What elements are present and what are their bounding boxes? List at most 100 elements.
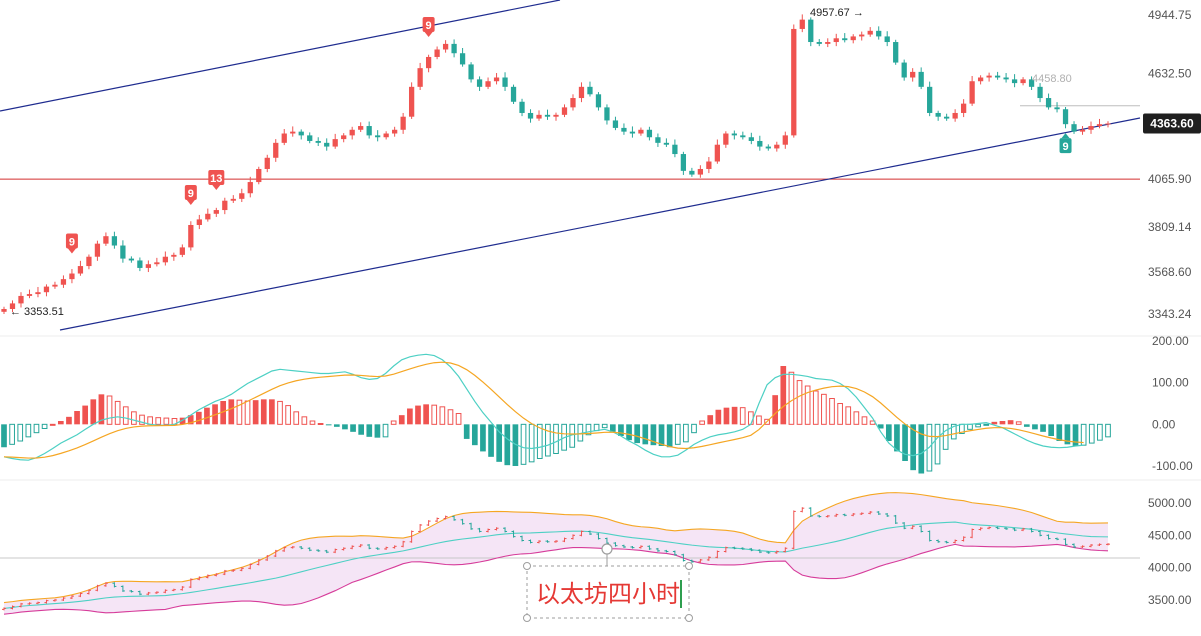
ohlc-bar <box>188 578 193 589</box>
ohlc-bar <box>282 546 287 552</box>
price-axis-tick: 3568.60 <box>1148 265 1192 279</box>
annotation-frame <box>526 565 690 619</box>
macd-histogram-bar <box>9 423 15 445</box>
ohlc-bar <box>851 513 856 517</box>
candle-body <box>383 133 389 138</box>
price-axis-tick: 3809.14 <box>1148 220 1192 234</box>
candle-body <box>1096 124 1103 127</box>
macd-histogram-bar <box>877 424 884 429</box>
candle-body <box>791 28 797 136</box>
ohlc-bar <box>774 550 779 554</box>
candle-body <box>825 42 831 44</box>
candle <box>587 81 593 97</box>
ohlc-bar <box>1029 527 1034 533</box>
candle <box>247 176 253 198</box>
ohlc-bar <box>341 547 346 551</box>
candle-body <box>842 38 848 41</box>
ohlc-bar <box>10 605 15 610</box>
macd-histogram-bar <box>398 415 405 425</box>
ohlc-bar <box>970 528 975 539</box>
macd-histogram-bar <box>788 371 795 425</box>
macd-histogram-bar <box>317 423 324 425</box>
candle-body <box>1079 129 1086 132</box>
candle-body <box>952 112 958 119</box>
macd-histogram-bar <box>942 423 949 450</box>
ohlc-bar <box>511 530 516 538</box>
ohlc-bar <box>27 602 32 605</box>
ohlc-bar <box>825 514 830 518</box>
candle-body <box>714 144 720 162</box>
candle <box>358 122 364 133</box>
ohlc-bar <box>757 549 762 554</box>
ohlc-bar <box>902 522 907 530</box>
candle <box>629 126 636 138</box>
ohlc-bar <box>740 547 745 550</box>
macd-histogram-bar <box>1048 424 1055 436</box>
candle <box>1020 77 1026 86</box>
ohlc-bar <box>256 558 261 566</box>
candle-body <box>247 182 253 194</box>
candle-body <box>1062 109 1069 125</box>
macd-histogram-bar <box>301 416 308 425</box>
ohlc-bar <box>375 547 380 550</box>
macd-histogram-bar <box>463 424 470 439</box>
candle <box>1 306 7 315</box>
resize-handle-tr[interactable] <box>685 562 693 570</box>
td-marker-label: 9 <box>426 20 432 32</box>
ohlc-bar <box>214 573 219 577</box>
macd-histogram-bar <box>739 407 746 425</box>
annotation-anchor-handle[interactable] <box>601 543 613 555</box>
macd-histogram-bar <box>829 398 835 425</box>
candle <box>459 47 466 67</box>
resize-handle-br[interactable] <box>685 614 693 622</box>
ohlc-bar <box>689 559 694 563</box>
bollinger-lower-line <box>3 543 1109 615</box>
ohlc-bar <box>664 549 669 553</box>
candle-body <box>986 75 992 78</box>
candle-body <box>417 68 423 87</box>
resize-handle-bl[interactable] <box>523 614 531 622</box>
macd-histogram-bar <box>845 406 852 425</box>
macd-histogram-bar <box>114 400 121 425</box>
candle-body <box>103 236 109 244</box>
candle-body <box>561 107 568 115</box>
ohlc-bar <box>409 530 414 543</box>
macd-histogram-bar <box>1056 424 1063 441</box>
candle-body <box>179 247 185 255</box>
price-axis-tick: 4065.90 <box>1148 172 1192 186</box>
candle-body <box>994 75 1001 78</box>
ohlc-bar <box>842 513 847 517</box>
macd-histogram-bar <box>894 424 900 452</box>
macd-histogram-bar <box>553 423 559 455</box>
candle-body <box>629 131 636 134</box>
candle-body <box>621 127 627 132</box>
ohlc-bar <box>316 549 321 552</box>
macd-histogram-bar <box>139 414 145 425</box>
macd-histogram-bar <box>983 423 990 426</box>
macd-histogram-bar <box>991 421 998 425</box>
candle <box>171 252 177 261</box>
candle-body <box>1037 86 1043 99</box>
macd-histogram-bar <box>1088 423 1095 444</box>
ohlc-bar <box>324 549 329 554</box>
candle <box>18 292 24 308</box>
candle <box>120 240 126 263</box>
candle-body <box>901 62 907 78</box>
candle-body <box>290 131 296 134</box>
resize-handle-tl[interactable] <box>523 562 531 570</box>
macd-histogram-bar <box>626 424 632 441</box>
y-axis-labels: 4944.75 4632.50 4065.90 3809.14 3568.60 3343.… <box>1148 8 1193 607</box>
macd-histogram-bar <box>861 416 868 425</box>
annotation-box[interactable]: 以太坊四小时 <box>523 543 693 622</box>
ohlc-bar <box>265 555 270 561</box>
candle <box>442 40 449 53</box>
candle-body <box>442 43 449 50</box>
candle-body <box>451 43 457 54</box>
candle <box>910 68 916 82</box>
macd-axis-tick: 0.00 <box>1152 417 1176 431</box>
candle-body <box>468 64 474 80</box>
annotation-text[interactable]: 以太坊四小时 <box>536 581 680 608</box>
candle <box>765 144 771 151</box>
